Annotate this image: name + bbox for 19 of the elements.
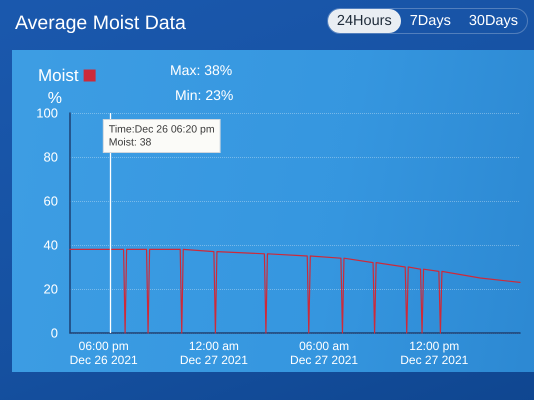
text: Min: 23% [175,87,234,103]
chart-title: Average Moist Data [15,12,186,34]
text: Max: 38% [170,62,232,78]
y-tick-label: 100 [36,106,58,120]
x-tick-label: 06:00 pm Dec 26 2021 [70,339,138,367]
y-tick-label: 0 [50,326,58,340]
tab-label: 7Days [410,13,451,29]
y-tick-label: 20 [44,282,58,296]
x-tick-label: 12:00 pm Dec 27 2021 [400,339,469,367]
legend-label: Moist [38,66,79,85]
y-tick-label: 40 [44,238,58,252]
x-tick-label: 12:00 am Dec 27 2021 [180,339,248,367]
y-tick-label: 60 [44,194,58,208]
x-tick-label: 06:00 am Dec 27 2021 [290,339,358,367]
tab-label: 30Days [468,13,518,29]
y-axis-title: % [48,90,62,108]
selected-tab: 24Hours [328,9,401,33]
annotation: Time:Dec 26 06:20 pm Moist: 38 [108,124,215,148]
y-tick-label: 80 [44,150,58,164]
